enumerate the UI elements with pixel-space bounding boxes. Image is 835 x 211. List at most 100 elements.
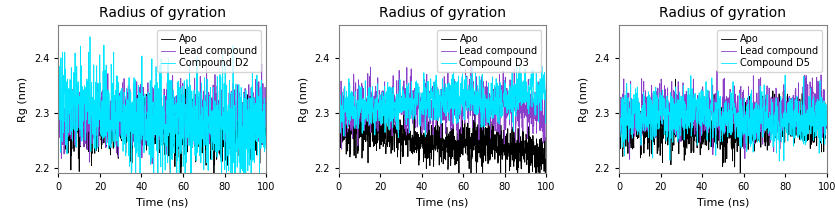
X-axis label: Time (ns): Time (ns) [417, 198, 468, 208]
Compound D2 [53, 130, 63, 132]
X-axis label: Time (ns): Time (ns) [696, 198, 749, 208]
Lead compound [614, 112, 624, 115]
Line: Apo: Apo [58, 83, 266, 175]
Line: Apo: Apo [339, 97, 546, 189]
Y-axis label: Rg (nm): Rg (nm) [579, 77, 589, 122]
Compound D5 [627, 133, 637, 136]
Lead compound [656, 87, 666, 89]
Lead compound [261, 105, 271, 108]
Compound D5 [798, 140, 808, 143]
Apo [627, 133, 637, 136]
Apo [251, 134, 261, 137]
Line: Compound D3: Compound D3 [339, 66, 546, 138]
Compound D3 [532, 89, 542, 92]
Apo [812, 123, 822, 126]
Lead compound [223, 105, 233, 108]
Line: Apo: Apo [619, 79, 827, 181]
Lead compound [53, 83, 63, 85]
Title: Radius of gyration: Radius of gyration [379, 6, 506, 20]
Compound D2 [85, 35, 95, 38]
Compound D2 [130, 196, 140, 199]
Apo [798, 100, 808, 102]
Lead compound [237, 101, 247, 104]
Apo [215, 136, 225, 138]
Compound D3 [376, 99, 386, 101]
Lead compound [466, 61, 476, 63]
Apo [237, 140, 247, 142]
Title: Radius of gyration: Radius of gyration [99, 6, 225, 20]
Compound D3 [504, 103, 514, 106]
Apo [671, 78, 681, 80]
Compound D3 [347, 90, 357, 93]
Apo [504, 150, 514, 153]
X-axis label: Time (ns): Time (ns) [136, 198, 189, 208]
Lead compound [784, 111, 794, 114]
Lead compound [777, 120, 787, 123]
Line: Lead compound: Lead compound [58, 62, 266, 164]
Apo [541, 173, 551, 176]
Compound D3 [541, 80, 551, 83]
Y-axis label: Rg (nm): Rg (nm) [18, 77, 28, 122]
Lead compound [812, 116, 822, 118]
Lead compound [627, 112, 637, 114]
Apo [252, 81, 262, 84]
Lead compound [822, 117, 832, 120]
Compound D2 [261, 103, 271, 106]
Lead compound [347, 92, 357, 95]
Apo [347, 125, 357, 128]
Legend: Apo, Lead compound, Compound D3: Apo, Lead compound, Compound D3 [438, 30, 542, 72]
Compound D5 [812, 128, 822, 131]
Apo [777, 119, 787, 122]
Compound D2 [251, 132, 261, 135]
Apo [784, 134, 794, 136]
Compound D5 [822, 124, 832, 126]
Apo [95, 127, 105, 130]
Lead compound [251, 112, 261, 115]
Legend: Apo, Lead compound, Compound D5: Apo, Lead compound, Compound D5 [717, 30, 822, 72]
Compound D2 [96, 108, 106, 111]
Compound D5 [776, 107, 786, 110]
Apo [53, 113, 63, 115]
Apo [822, 115, 832, 117]
Lead compound [518, 120, 528, 123]
Lead compound [625, 158, 635, 161]
Apo [223, 137, 233, 139]
Apo [66, 114, 76, 117]
Line: Lead compound: Lead compound [339, 62, 546, 149]
Compound D5 [784, 120, 794, 122]
Apo [209, 174, 219, 176]
Apo [365, 96, 375, 98]
Compound D2 [223, 103, 233, 106]
Compound D5 [780, 74, 790, 76]
Compound D3 [514, 65, 524, 67]
Lead compound [147, 163, 157, 165]
Lead compound [201, 60, 211, 63]
Apo [656, 124, 666, 127]
Compound D3 [518, 97, 528, 100]
Line: Compound D2: Compound D2 [58, 37, 266, 197]
Compound D2 [215, 123, 225, 125]
Lead compound [496, 106, 506, 108]
Lead compound [66, 138, 76, 141]
Lead compound [334, 102, 344, 105]
Compound D3 [496, 115, 506, 117]
Compound D2 [66, 103, 76, 105]
Apo [518, 126, 528, 128]
Lead compound [541, 119, 551, 121]
Lead compound [504, 110, 514, 113]
Lead compound [376, 94, 386, 96]
Compound D5 [774, 160, 784, 162]
Apo [261, 127, 271, 129]
Compound D5 [656, 100, 666, 103]
Line: Compound D5: Compound D5 [619, 75, 827, 161]
Lead compound [95, 128, 105, 131]
Apo [531, 187, 541, 190]
Lead compound [215, 100, 225, 103]
Apo [614, 136, 624, 139]
Title: Radius of gyration: Radius of gyration [660, 6, 787, 20]
Apo [334, 124, 344, 126]
Compound D3 [334, 118, 344, 121]
Compound D2 [237, 125, 247, 128]
Apo [736, 180, 746, 183]
Line: Lead compound: Lead compound [619, 71, 827, 159]
